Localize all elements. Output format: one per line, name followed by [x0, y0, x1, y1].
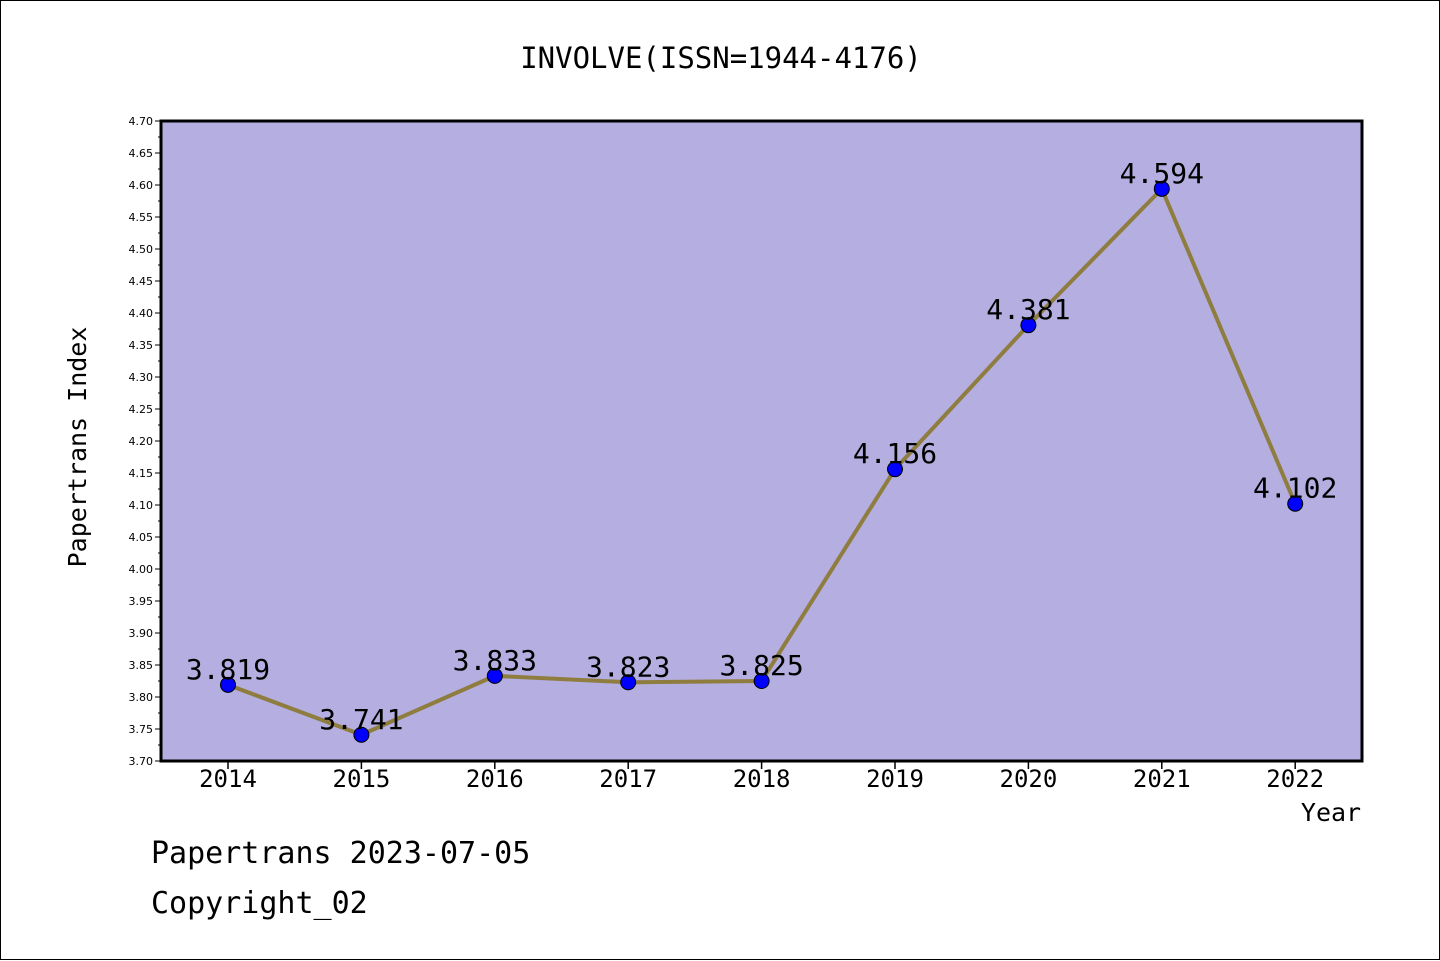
y-tick-label: 4.15 [129, 467, 154, 480]
x-tick-label: 2017 [599, 765, 657, 793]
y-tick-label: 4.70 [129, 115, 154, 128]
y-tick-label: 3.85 [129, 659, 154, 672]
x-tick-label: 2014 [199, 765, 257, 793]
y-tick-label: 4.65 [129, 147, 154, 160]
y-tick-label: 4.10 [129, 499, 154, 512]
y-tick-label: 4.25 [129, 403, 154, 416]
x-tick-label: 2015 [333, 765, 391, 793]
x-axis-label: Year [1301, 798, 1361, 827]
data-point [620, 674, 637, 691]
y-tick-label: 4.40 [129, 307, 154, 320]
data-label: 4.594 [1120, 157, 1204, 190]
data-label: 3.819 [186, 653, 270, 686]
y-tick-label: 4.00 [129, 563, 154, 576]
data-label: 3.825 [719, 649, 803, 682]
data-label: 4.102 [1253, 472, 1337, 505]
y-tick-label: 4.60 [129, 179, 154, 192]
y-axis-label: Papertrans Index [63, 327, 92, 568]
y-tick-label: 4.30 [129, 371, 154, 384]
data-point [1153, 180, 1170, 197]
y-tick-label: 4.55 [129, 211, 154, 224]
x-tick-label: 2018 [733, 765, 791, 793]
data-label: 3.823 [586, 650, 670, 683]
data-point [1287, 495, 1304, 512]
data-label: 4.381 [986, 293, 1070, 326]
x-tick-label: 2022 [1266, 765, 1324, 793]
y-tick-label: 3.80 [129, 691, 154, 704]
data-label: 3.833 [453, 644, 537, 677]
data-point [887, 461, 903, 478]
data-label: 3.741 [319, 703, 403, 736]
footer-copyright: Copyright_02 [151, 886, 368, 921]
y-tick-label: 4.05 [129, 531, 154, 544]
data-point [353, 726, 370, 743]
data-point [753, 673, 770, 689]
data-point [1020, 317, 1037, 334]
data-point [486, 667, 503, 684]
x-tick-label: 2020 [1000, 765, 1058, 793]
plot-border [159, 119, 1364, 763]
y-tick-label: 4.20 [129, 435, 154, 448]
x-tick-label: 2016 [466, 765, 524, 793]
x-tick-label: 2021 [1133, 765, 1191, 793]
y-tick-label: 3.70 [129, 755, 154, 768]
plot-area [161, 121, 1362, 761]
y-tick-label: 4.45 [129, 275, 154, 288]
y-tick-label: 3.75 [129, 723, 154, 736]
footer-date: Papertrans 2023-07-05 [151, 836, 531, 871]
y-tick-label: 4.35 [129, 339, 154, 352]
data-label: 4.156 [853, 437, 937, 470]
y-tick-label: 3.90 [129, 627, 154, 640]
y-tick-label: 4.50 [129, 243, 154, 256]
chart-title: INVOLVE(ISSN=1944-4176) [520, 41, 922, 75]
y-tick-label: 3.95 [129, 595, 154, 608]
data-point [220, 676, 236, 693]
x-tick-label: 2019 [866, 765, 924, 793]
